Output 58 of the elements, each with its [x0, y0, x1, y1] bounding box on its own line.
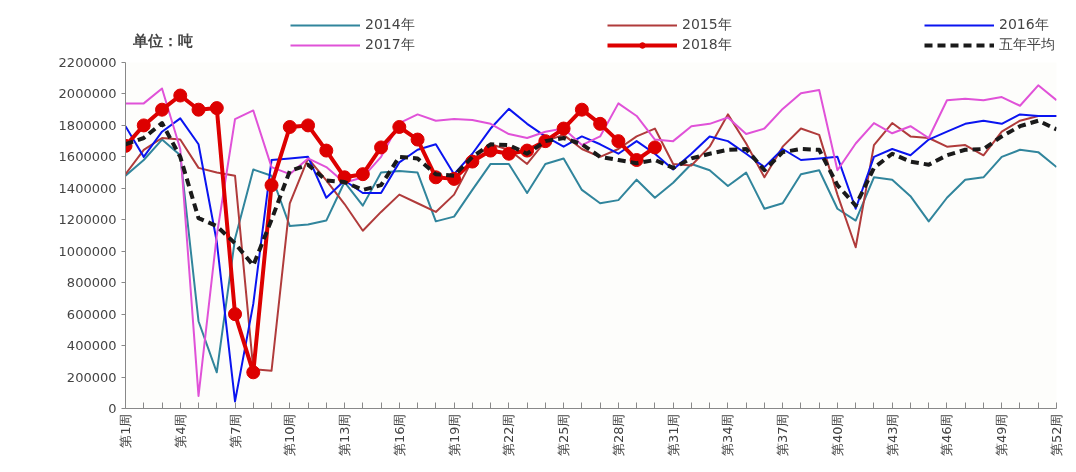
point	[155, 102, 170, 117]
y-tick-label: 400000	[66, 338, 117, 354]
x-tick-label: 第49周	[994, 413, 1010, 457]
y-tick-label: 1400000	[58, 180, 117, 196]
y-tick-label: 1200000	[58, 212, 117, 228]
point	[556, 121, 571, 136]
legend-label: 2016年	[999, 16, 1050, 34]
point	[501, 146, 516, 161]
point	[410, 132, 425, 147]
x-tick-label: 第22周	[501, 413, 517, 457]
x-tick-label: 第19周	[446, 413, 462, 457]
y-tick-label: 2200000	[58, 55, 117, 70]
y-axis-title: 单位：吨	[131, 32, 193, 51]
point	[611, 134, 626, 149]
y-tick-label: 2000000	[58, 86, 117, 102]
x-tick-label: 第7周	[227, 413, 243, 448]
y-tick-label: 600000	[66, 306, 117, 322]
y-tick-label: 200000	[66, 369, 117, 385]
point	[228, 307, 243, 322]
x-tick-label: 第28周	[610, 413, 626, 457]
x-tick-label: 第34周	[720, 413, 736, 457]
point	[173, 88, 188, 103]
x-tick-label: 第40周	[829, 413, 845, 457]
y-tick-label: 1800000	[58, 117, 117, 133]
x-tick-label: 第25周	[556, 413, 572, 457]
x-tick-label: 第13周	[337, 413, 353, 457]
y-tick-label: 800000	[66, 275, 117, 291]
legend-label: 2017年	[365, 36, 416, 54]
legend-label: 2015年	[682, 16, 733, 34]
x-tick-label: 第52周	[1049, 413, 1064, 457]
x-tick-label: 第4周	[172, 413, 188, 448]
point	[355, 167, 370, 182]
legend-label: 五年平均	[999, 36, 1056, 54]
point	[209, 101, 224, 116]
y-tick-label: 1000000	[58, 243, 117, 259]
legend-label: 2018年	[682, 36, 733, 54]
y-tick-label: 0	[108, 401, 117, 416]
point	[392, 119, 407, 134]
x-tick-label: 第16周	[391, 413, 407, 457]
point	[136, 118, 151, 133]
x-tick-label: 第46周	[939, 413, 955, 457]
x-tick-label: 第10周	[282, 413, 298, 457]
x-tick-label: 第37周	[775, 413, 791, 457]
point	[264, 178, 279, 193]
point	[574, 102, 589, 117]
point	[593, 116, 608, 131]
y-tick-label: 1600000	[58, 149, 117, 165]
point	[319, 143, 334, 158]
point	[374, 140, 389, 155]
point	[191, 102, 206, 117]
x-tick-label: 第31周	[665, 413, 681, 457]
point	[301, 118, 316, 133]
x-tick-label: 第1周	[118, 413, 133, 448]
x-tick-label: 第43周	[884, 413, 900, 457]
legend-label: 2014年	[365, 16, 416, 34]
point	[647, 140, 662, 155]
point	[282, 119, 297, 134]
point	[246, 365, 261, 380]
